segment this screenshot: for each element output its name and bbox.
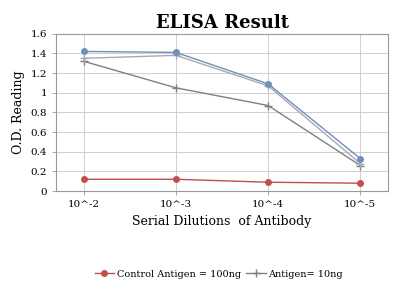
Antigen= 10ng [174,86,178,89]
Line: Antigen= 50ng: Antigen= 50ng [80,51,364,168]
Title: ELISA Result: ELISA Result [156,14,288,32]
Control Antigen = 100ng [358,182,363,185]
Antigen= 10ng [358,164,363,167]
Line: Control Antigen = 100ng: Control Antigen = 100ng [81,176,363,186]
Antigen= 50ng [174,54,178,57]
Line: Antigen= 10ng: Antigen= 10ng [80,57,364,170]
Antigen= 100ng [81,50,86,53]
Antigen= 50ng [358,162,363,165]
Antigen= 50ng [81,57,86,60]
Line: Antigen= 100ng: Antigen= 100ng [81,49,363,161]
Antigen= 100ng [358,157,363,160]
Control Antigen = 100ng [266,181,270,184]
Control Antigen = 100ng [174,178,178,181]
Y-axis label: O.D. Reading: O.D. Reading [12,71,25,154]
Antigen= 100ng [174,51,178,54]
Antigen= 50ng [266,84,270,88]
Antigen= 10ng [266,104,270,107]
Antigen= 10ng [81,60,86,63]
X-axis label: Serial Dilutions  of Antibody: Serial Dilutions of Antibody [132,215,312,228]
Control Antigen = 100ng [81,178,86,181]
Antigen= 100ng [266,82,270,85]
Legend: Control Antigen = 100ng, Antigen= 50ng, Antigen= 10ng, Antigen= 100ng: Control Antigen = 100ng, Antigen= 50ng, … [92,267,352,281]
